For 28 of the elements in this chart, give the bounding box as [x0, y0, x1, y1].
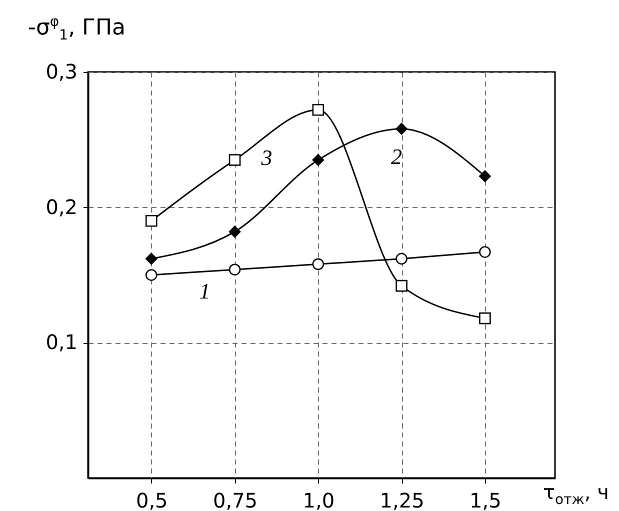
x-tick-label: 0,75 [213, 488, 258, 511]
point [228, 154, 241, 166]
point [145, 252, 158, 265]
y-tick-label: 0,3 [46, 60, 78, 84]
point [479, 246, 491, 258]
point [145, 269, 158, 281]
x-tick-label: 1,5 [470, 488, 502, 511]
point [396, 122, 408, 135]
point [396, 280, 408, 292]
point [228, 264, 241, 276]
point [145, 214, 158, 227]
x-tick-label: 0,5 [136, 488, 168, 511]
y-axis-title: -σ$^{φ}$$_{1}$, ГПа [28, 14, 126, 44]
series-label: 2 [391, 144, 402, 169]
x-axis-title: τ$_{отж}$, ч [543, 480, 609, 508]
series-label: 3 [260, 144, 272, 170]
point [312, 104, 324, 116]
y-tick-label: 0,1 [46, 330, 78, 354]
x-tick-label: 1,25 [380, 488, 424, 511]
point [312, 154, 324, 166]
x-tick-label: 1,0 [302, 488, 335, 511]
point [396, 252, 408, 265]
series-label: 1 [199, 278, 210, 304]
y-tick-label: 0,2 [46, 194, 78, 219]
point [228, 226, 241, 238]
point [479, 312, 491, 324]
point [479, 170, 491, 182]
point [312, 258, 324, 270]
